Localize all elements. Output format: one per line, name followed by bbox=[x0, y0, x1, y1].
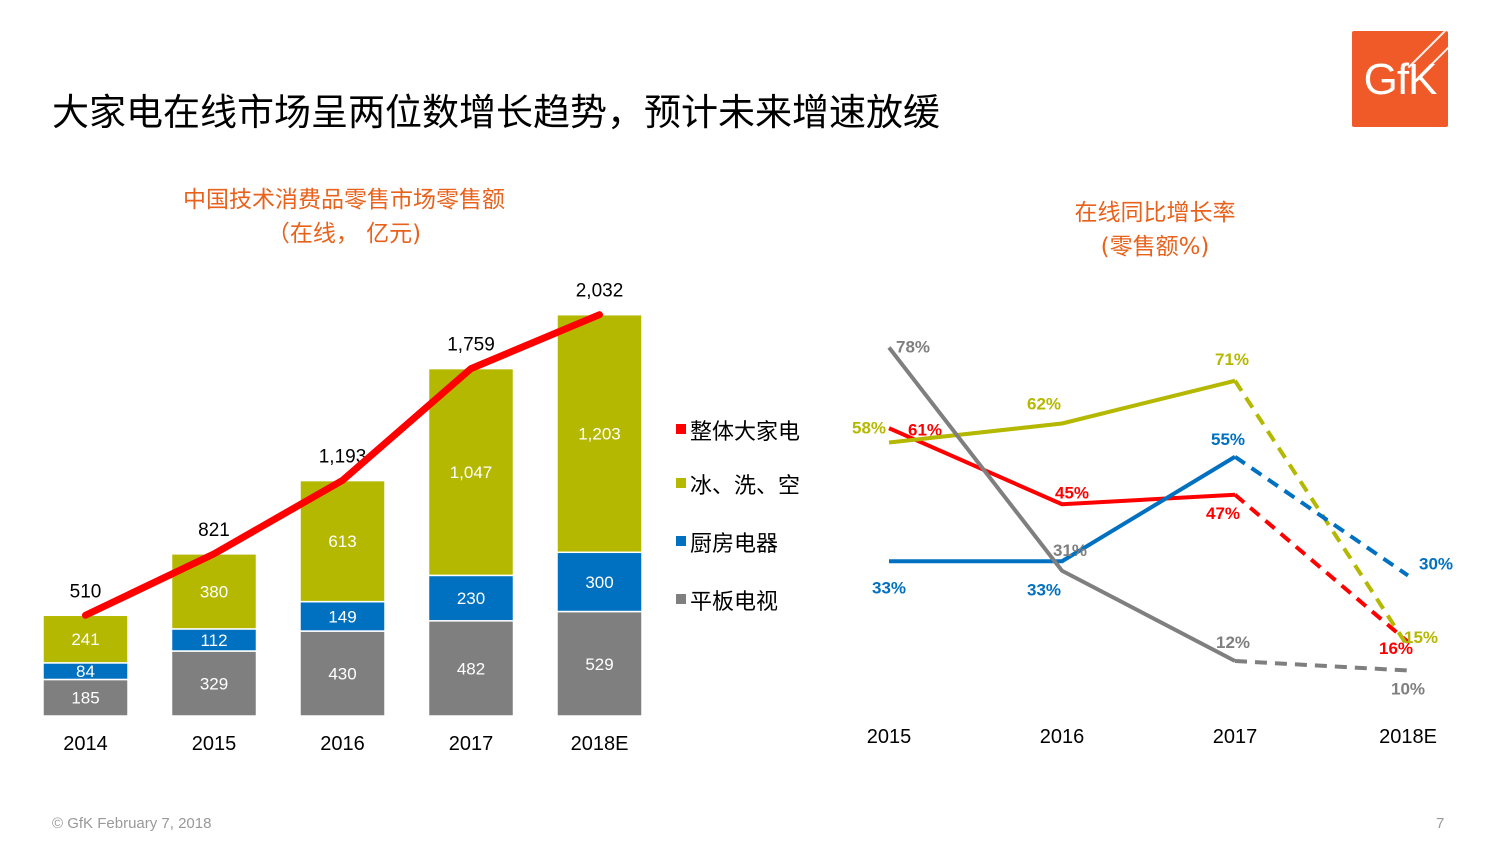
bar-segment bbox=[299, 600, 386, 632]
bar-value-label: 84 bbox=[76, 662, 95, 681]
total-value-label: 1,193 bbox=[319, 446, 367, 467]
legend-label: 厨房电器 bbox=[690, 532, 779, 557]
bar-chart-subtitle: （在线， 亿元) bbox=[266, 221, 422, 247]
growth-value-label: 31% bbox=[1053, 541, 1087, 560]
total-value-label: 821 bbox=[198, 520, 230, 541]
legend-swatch bbox=[676, 594, 686, 604]
bar-value-label: 149 bbox=[328, 607, 356, 626]
growth-value-label: 62% bbox=[1027, 395, 1061, 414]
growth-value-label: 78% bbox=[896, 338, 930, 357]
bar-value-label: 300 bbox=[585, 573, 613, 592]
growth-value-label: 61% bbox=[908, 420, 942, 439]
bar-value-label: 529 bbox=[585, 655, 613, 674]
growth-value-label: 45% bbox=[1055, 483, 1089, 502]
total-value-label: 510 bbox=[70, 581, 102, 602]
bar-segment bbox=[556, 610, 643, 717]
growth-value-label: 33% bbox=[872, 578, 906, 597]
legend-swatch bbox=[676, 424, 686, 434]
growth-value-label: 10% bbox=[1391, 680, 1425, 699]
growth-value-label: 55% bbox=[1211, 430, 1245, 449]
bar-value-label: 329 bbox=[200, 675, 228, 694]
line-chart-subtitle: (零售额%) bbox=[1100, 234, 1210, 260]
growth-value-label: 33% bbox=[1027, 580, 1061, 599]
x-tick-label: 2016 bbox=[1040, 726, 1085, 748]
growth-line-solid bbox=[888, 378, 1236, 445]
bar-value-label: 1,203 bbox=[578, 424, 621, 443]
growth-line-solid bbox=[889, 455, 1237, 564]
bar-value-label: 613 bbox=[328, 532, 356, 551]
legend-label: 整体大家电 bbox=[690, 420, 801, 445]
growth-line-forecast bbox=[1234, 659, 1409, 673]
legend-label: 冰、洗、空 bbox=[690, 474, 801, 499]
page-title: 大家电在线市场呈两位数增长趋势，预计未来增速放缓 bbox=[52, 91, 940, 134]
total-value-label: 2,032 bbox=[576, 281, 624, 302]
bar-chart-title-block: 中国技术消费品零售市场零售额 （在线， 亿元) bbox=[144, 183, 544, 251]
growth-value-label: 15% bbox=[1404, 628, 1438, 647]
legend-label: 平板电视 bbox=[690, 590, 779, 615]
gfk-logo-text: GfK bbox=[1363, 55, 1438, 104]
line-chart: 61% 45% 47% 16% 58% 62% 71% 15% 33% 33% 55% 30% 78% 3… bbox=[852, 338, 1453, 749]
growth-line-forecast bbox=[1233, 379, 1410, 648]
bar-chart: 185 84 241 510 2014 329 112 380 821 2015 430 149 613… bbox=[42, 281, 643, 755]
growth-line-forecast bbox=[1233, 455, 1410, 578]
legend-swatch bbox=[676, 536, 686, 546]
growth-value-label: 47% bbox=[1206, 504, 1240, 523]
x-tick-label: 2017 bbox=[1213, 726, 1258, 748]
growth-value-label: 30% bbox=[1419, 555, 1453, 574]
total-trend-line bbox=[82, 311, 603, 619]
bar-value-label: 112 bbox=[200, 631, 227, 650]
growth-value-label: 12% bbox=[1216, 633, 1250, 652]
bar-segment bbox=[556, 551, 643, 613]
legend-swatch bbox=[676, 478, 686, 488]
x-tick-label: 2017 bbox=[449, 733, 494, 755]
bar-value-label: 185 bbox=[71, 689, 99, 708]
bar-segment bbox=[427, 620, 515, 717]
growth-line-solid bbox=[887, 346, 1236, 663]
x-tick-label: 2018E bbox=[571, 733, 629, 755]
x-tick-label: 2014 bbox=[63, 733, 108, 755]
footer-copyright: © GfK February 7, 2018 bbox=[52, 815, 212, 832]
bar-segment bbox=[427, 574, 515, 622]
bar-chart-title: 中国技术消费品零售市场零售额 bbox=[183, 187, 505, 213]
page-number: 7 bbox=[1436, 815, 1445, 832]
growth-value-label: 16% bbox=[1379, 639, 1413, 658]
bar-value-label: 230 bbox=[457, 589, 485, 608]
bar-segment bbox=[299, 630, 386, 717]
growth-line-forecast bbox=[1233, 493, 1410, 644]
growth-value-label: 71% bbox=[1215, 350, 1249, 369]
bar-segment bbox=[42, 614, 129, 664]
total-value-label: 1,759 bbox=[447, 335, 495, 356]
line-chart-title: 在线同比增长率 bbox=[1074, 200, 1236, 226]
bar-value-label: 1,047 bbox=[450, 463, 493, 482]
line-chart-title-block: 在线同比增长率 (零售额%) bbox=[1005, 196, 1305, 264]
bar-segment bbox=[556, 313, 643, 554]
x-tick-label: 2015 bbox=[192, 733, 237, 755]
bar-value-label: 380 bbox=[200, 582, 228, 601]
growth-line-solid bbox=[888, 426, 1236, 507]
bar-segment bbox=[299, 479, 386, 603]
bar-value-label: 482 bbox=[457, 659, 485, 678]
bar-segment bbox=[427, 367, 515, 577]
x-tick-label: 2015 bbox=[867, 726, 912, 748]
gfk-logo: GfK bbox=[1352, 31, 1448, 127]
growth-value-label: 58% bbox=[852, 419, 886, 438]
bar-value-label: 241 bbox=[71, 630, 99, 649]
x-tick-label: 2016 bbox=[320, 733, 365, 755]
bar-value-label: 430 bbox=[328, 665, 356, 684]
x-tick-label: 2018E bbox=[1379, 726, 1437, 748]
